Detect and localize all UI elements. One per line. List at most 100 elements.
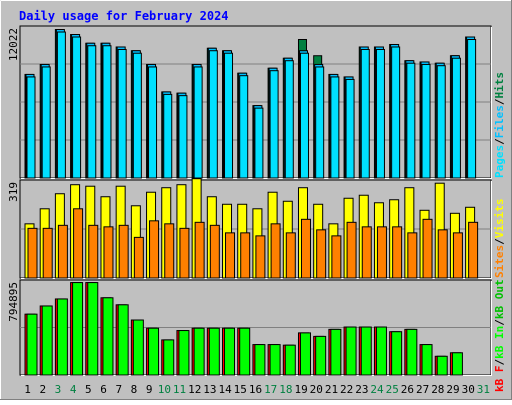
day-label: 29 [446,383,459,396]
chart-title: Daily usage for February 2024 [19,9,229,23]
day-label: 9 [146,383,153,396]
kb-in-bar [26,313,38,376]
pages-bar [102,45,112,179]
legend-sites: Sites [493,245,506,278]
sites-bar [133,236,144,279]
day-label: 28 [431,383,444,396]
day-label: 13 [203,383,216,396]
day-label: 27 [416,383,429,396]
kb-in-bar [406,328,418,376]
pages-bar [132,52,142,179]
pages-bar [72,36,82,179]
sites-bar [468,221,479,279]
day-label: 24 [370,383,384,396]
sites-bar [300,218,311,279]
sites-bar [285,232,296,279]
kb-in-bar [41,305,53,376]
legend-files: Files [493,105,506,138]
pages-bar [87,45,97,179]
pages-bar [163,93,173,179]
hits-max-label: 12022 [7,28,20,61]
pages-bar [254,107,264,179]
kb-in-bar [102,297,114,376]
pages-bar [467,39,477,179]
hits-legend-separator: / [493,138,506,145]
kb-in-bar [148,327,160,376]
sites-bar [316,229,327,279]
day-label: 2 [39,383,46,396]
sites-bar [179,227,190,279]
day-label: 3 [55,383,62,396]
sites-bar [240,232,251,279]
kb-in-bar [178,330,190,376]
sites-bar [149,220,160,279]
kb-in-bar [421,344,433,376]
kb-in-bar [117,304,129,376]
pages-bar [315,66,325,179]
legend-visits: Visits [493,199,506,239]
pages-bar [56,31,66,179]
day-label: 31 [477,383,490,396]
hits-legend: Pages/Files/Hits [493,72,506,178]
pages-bar [193,66,203,179]
kb-in-bar [132,319,144,376]
day-label: 7 [115,383,122,396]
day-label: 21 [325,383,338,396]
pages-bar [375,48,385,179]
day-axis-labels: 1 2 3 4 5 6 7 8 9 10 11 12 13 14 15 16 17 18 19 20 21 22 23 24 2… [24,383,490,396]
kbytes-legend-separator: / [493,319,506,326]
sites-bar [392,226,403,279]
kb-in-bar [193,327,205,376]
pages-bar [148,66,158,179]
day-label: 26 [401,383,414,396]
kb-in-bar [315,335,327,376]
sites-bar [27,227,38,279]
day-label: 23 [355,383,368,396]
pages-bar [284,60,294,179]
sites-bar [407,232,418,279]
kb-in-bar [360,326,372,376]
sites-bar [88,224,99,279]
sites-bar [225,232,236,279]
day-label: 17 [264,383,277,396]
sites-bar [452,232,463,279]
day-label: 30 [462,383,475,396]
chart-panels: 12022Pages/Files/Hits319Sites/Visits7948… [7,25,506,393]
kb-in-bar [269,344,281,376]
sites-bar [346,221,357,279]
pages-bar [345,78,355,179]
pages-bar [406,62,416,179]
pages-bar [421,63,431,179]
visits-legend: Sites/Visits [493,199,506,279]
day-label: 14 [218,383,232,396]
kb-in-bar [284,344,296,376]
day-label: 25 [386,383,399,396]
kb-in-bar [375,326,387,376]
kb-in-bar [345,326,357,376]
legend-kb_f: kB F [493,366,506,393]
kbytes-max-label: 794895 [7,282,20,322]
pages-bar [239,75,249,179]
kb-in-bar [254,344,266,376]
kb-in-bar [239,327,251,376]
kb-in-bar [56,298,68,376]
kb-in-bar [330,328,342,376]
kb-in-bar [299,332,311,376]
pages-bar [224,52,234,179]
sites-bar [164,223,175,279]
kb-in-bar [224,327,236,376]
day-label: 22 [340,383,353,396]
pages-bar [360,48,370,179]
day-label: 11 [173,383,186,396]
kb-in-bar [163,339,175,376]
hits-legend-separator: / [493,98,506,105]
pages-bar [117,48,127,179]
legend-kb_in: kB In [493,326,506,359]
day-label: 10 [158,383,171,396]
day-label: 6 [100,383,107,396]
sites-bar [376,226,387,279]
sites-bar [331,235,342,279]
pages-bar [436,65,446,179]
day-label: 18 [279,383,292,396]
